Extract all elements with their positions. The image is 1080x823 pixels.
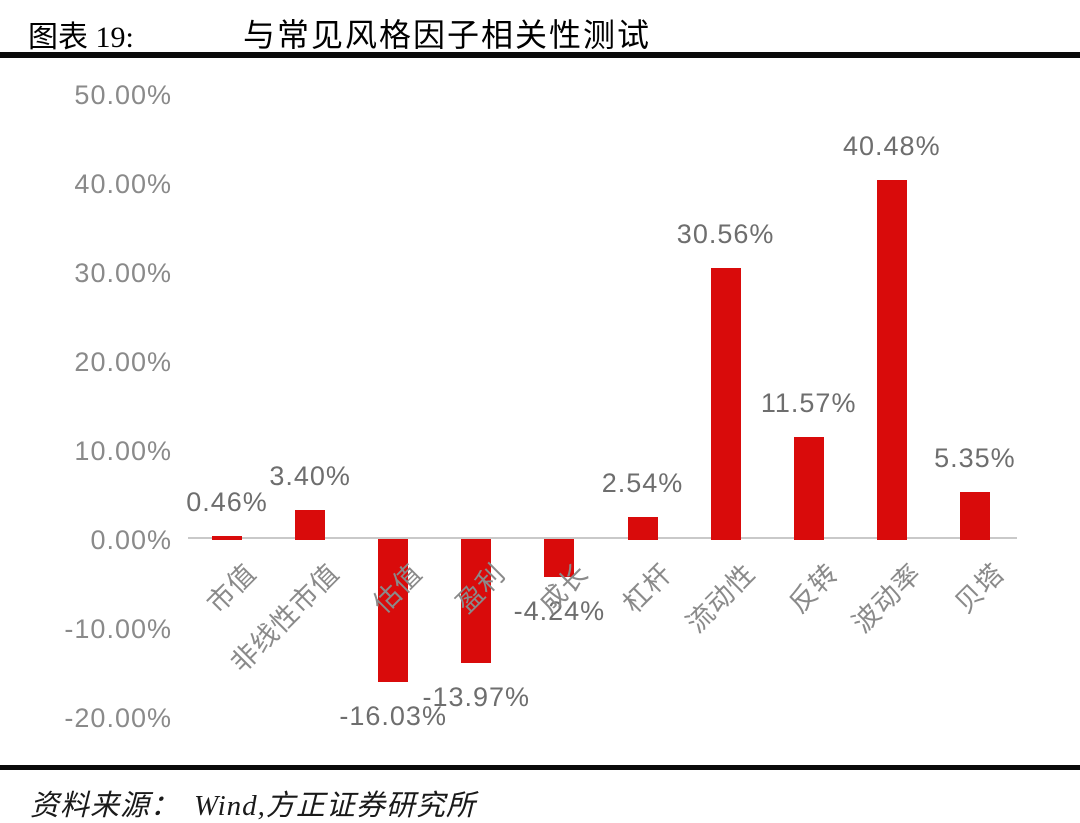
bar: [544, 539, 575, 577]
bar: [378, 539, 409, 682]
figure-header: 图表 19: 与常见风格因子相关性测试: [0, 8, 1080, 54]
category-label: 市值: [201, 558, 263, 619]
category-label: 流动性: [680, 558, 761, 639]
source-note: 资料来源： Wind,方正证券研究所: [30, 782, 476, 823]
y-axis-tick-label: -10.00%: [64, 614, 172, 644]
x-axis-line: [188, 537, 1017, 539]
source-text: Wind,方正证券研究所: [194, 790, 476, 822]
y-axis-tick-label: 40.00%: [74, 169, 172, 199]
top-divider-line: [0, 52, 1080, 58]
bar-value-label: 30.56%: [676, 219, 775, 250]
bar: [876, 179, 907, 540]
bar-value-label: -4.24%: [513, 595, 606, 626]
bar-value-label: -16.03%: [339, 700, 447, 731]
bar: [793, 437, 824, 540]
bottom-divider-line: [0, 765, 1080, 770]
category-label: 反转: [783, 558, 844, 619]
bar-value-label: 11.57%: [760, 388, 857, 419]
y-axis-tick-label: 30.00%: [74, 258, 172, 288]
bar-value-label: 3.40%: [269, 460, 351, 491]
bar: [461, 539, 492, 664]
bar: [959, 492, 990, 540]
bar: [627, 517, 658, 540]
y-axis-tick-label: 10.00%: [74, 436, 172, 466]
y-axis-tick-label: 50.00%: [74, 80, 172, 110]
bar: [295, 509, 326, 540]
bar: [212, 535, 242, 540]
figure-number-label: 图表 19:: [28, 21, 134, 54]
category-label: 贝塔: [949, 558, 1011, 619]
bar-value-label: 2.54%: [601, 468, 684, 499]
y-axis-tick-label: -20.00%: [64, 703, 172, 733]
bar-value-label: -13.97%: [422, 682, 531, 713]
category-label: 波动率: [846, 558, 928, 639]
source-label: 资料来源：: [30, 790, 181, 822]
figure-title: 与常见风格因子相关性测试: [243, 17, 652, 53]
bar-value-label: 0.46%: [186, 486, 268, 517]
correlation-bar-chart: 50.00% 40.00% 30.00% 20.00% 10.00% 0.00% -10.0…: [64, 80, 1017, 733]
y-axis-tick-label: 0.00%: [90, 525, 172, 555]
bar-value-label: 40.48%: [843, 130, 941, 161]
y-axis-tick-label: 20.00%: [74, 347, 172, 377]
bar: [710, 268, 741, 540]
bar-value-label: 5.35%: [934, 443, 1016, 474]
